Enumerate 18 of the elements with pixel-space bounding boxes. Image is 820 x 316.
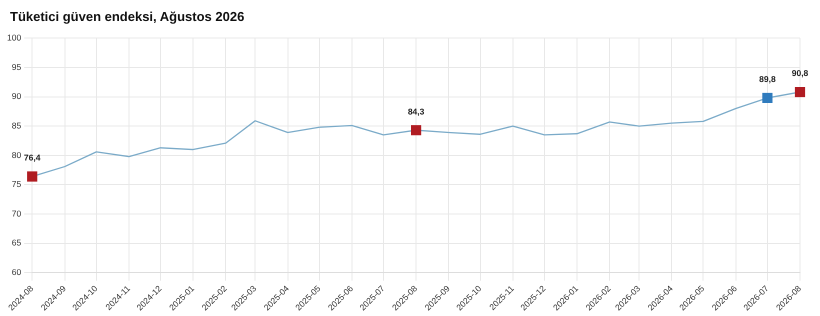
data-label: 89,8: [759, 74, 776, 84]
point: [27, 171, 38, 182]
point: [410, 125, 422, 136]
y-tick-label: 95: [12, 62, 22, 72]
y-tick-label: 90: [12, 91, 22, 102]
point: [762, 92, 772, 104]
y-tick-label: 60: [12, 267, 22, 278]
y-tick-label: 75: [12, 179, 22, 190]
y-tick-label: 80: [12, 150, 22, 160]
chart-title: Tüketici güven endeksi, Ağustos 2026: [9, 8, 246, 26]
y-tick-label: 100: [6, 32, 22, 42]
data-label: 90,8: [792, 68, 809, 78]
y-tick-label: 65: [12, 238, 22, 248]
y-tick-label: 70: [12, 208, 22, 218]
point: [794, 86, 806, 98]
y-tick-label: 85: [12, 120, 22, 130]
data-label: 84,3: [408, 106, 425, 116]
data-label: 76,4: [24, 152, 41, 163]
